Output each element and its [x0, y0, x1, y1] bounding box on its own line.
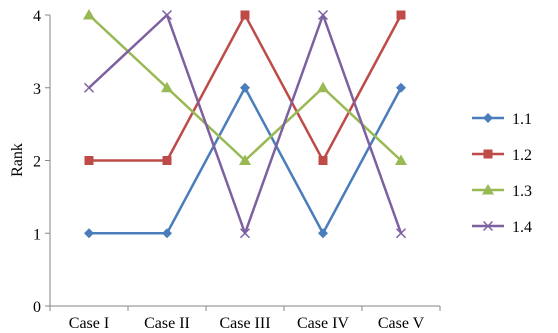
- data-point: [83, 9, 95, 20]
- x-tick-label: Case IV: [297, 315, 349, 332]
- series-layer: [83, 9, 407, 239]
- legend-label: 1.4: [512, 219, 532, 236]
- axes: 0 1 2 3 4 Case I Case II Case III Case IV Case V: [33, 8, 441, 332]
- legend-marker: [482, 184, 494, 195]
- data-point: [240, 10, 250, 20]
- data-point: [84, 228, 94, 239]
- data-point: [317, 81, 329, 93]
- legend-item: 1.2: [472, 147, 532, 164]
- data-point: [240, 82, 250, 93]
- data-point: [162, 156, 172, 165]
- series-1.4: [83, 9, 407, 239]
- data-point: [317, 9, 329, 21]
- data-point: [239, 228, 251, 239]
- series-1.1: [84, 82, 406, 239]
- legend-item: 1.1: [472, 111, 532, 128]
- y-tick-label: 4: [33, 8, 41, 25]
- data-point: [318, 228, 328, 239]
- legend: 1.1 1.2 1.3 1.4: [472, 111, 532, 236]
- y-tick-label: 3: [33, 81, 41, 98]
- legend-item: 1.3: [472, 183, 532, 200]
- y-tick-label: 2: [33, 154, 41, 171]
- data-point: [161, 9, 173, 21]
- x-tick-label: Case V: [378, 315, 425, 332]
- legend-label: 1.3: [512, 183, 532, 200]
- data-point: [396, 82, 406, 93]
- data-point: [395, 154, 407, 165]
- data-point: [84, 156, 94, 165]
- legend-marker: [483, 149, 493, 159]
- x-tick-label: Case III: [219, 315, 270, 332]
- y-tick-label: 0: [33, 299, 41, 316]
- data-point: [161, 81, 173, 93]
- data-point: [396, 10, 406, 20]
- x-tick-label: Case I: [69, 315, 109, 332]
- data-point: [239, 154, 251, 165]
- series-1.3: [83, 9, 407, 165]
- legend-label: 1.2: [512, 147, 532, 164]
- legend-marker: [483, 113, 493, 123]
- legend-label: 1.1: [512, 111, 532, 128]
- x-tick-label: Case II: [144, 315, 190, 332]
- legend-item: 1.4: [472, 219, 532, 236]
- data-point: [395, 228, 407, 239]
- legend-marker: [482, 220, 494, 232]
- data-point: [83, 82, 95, 93]
- series-line: [88, 13, 403, 235]
- data-point: [318, 156, 328, 165]
- data-point: [162, 228, 172, 239]
- y-axis-title: Rank: [9, 143, 26, 177]
- y-tick-label: 1: [33, 226, 41, 243]
